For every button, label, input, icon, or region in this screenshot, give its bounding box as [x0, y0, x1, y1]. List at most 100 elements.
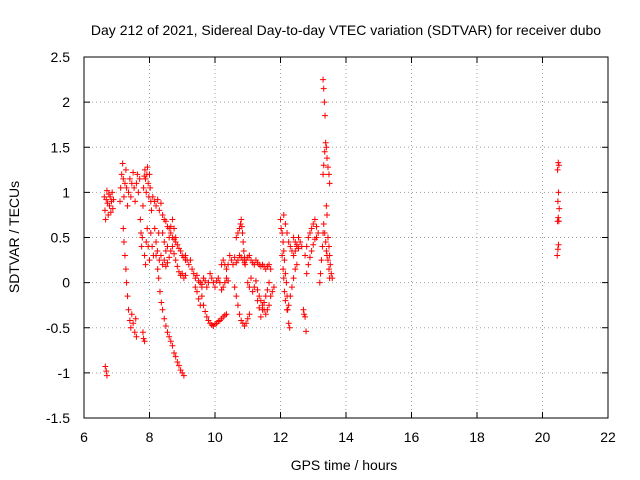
data-point [105, 211, 112, 218]
data-point [321, 229, 328, 236]
data-point [210, 279, 217, 286]
data-point [120, 239, 127, 246]
data-point [155, 275, 162, 282]
data-point [319, 243, 326, 250]
data-point [233, 234, 240, 241]
data-point [290, 252, 297, 259]
data-point [131, 184, 138, 191]
data-point [202, 277, 209, 284]
data-point [192, 284, 199, 291]
data-point [182, 272, 189, 279]
data-point [161, 257, 168, 264]
data-point [142, 175, 149, 182]
data-point [266, 302, 273, 309]
y-tick-label: 1.5 [51, 139, 71, 155]
data-point [278, 225, 285, 232]
data-point [139, 234, 146, 241]
data-point [303, 270, 310, 277]
data-point [324, 164, 331, 171]
data-point [164, 259, 171, 266]
data-point [162, 248, 169, 255]
data-point [324, 257, 331, 264]
data-point [138, 243, 145, 250]
data-point [261, 299, 268, 306]
data-point [174, 359, 181, 366]
data-point [162, 218, 169, 225]
data-points [101, 76, 563, 379]
data-point [320, 220, 327, 227]
data-point [166, 234, 173, 241]
data-point [212, 284, 218, 291]
data-point [107, 193, 114, 200]
data-point [179, 270, 186, 277]
data-point [221, 279, 228, 286]
data-point [303, 243, 310, 250]
data-point [203, 313, 210, 320]
data-point [102, 363, 109, 370]
data-point [177, 248, 184, 255]
data-point [106, 202, 113, 209]
data-point [102, 216, 109, 223]
data-point [306, 254, 313, 261]
data-point [242, 261, 249, 268]
data-point [141, 252, 148, 259]
data-point [166, 333, 173, 340]
data-point [280, 275, 287, 282]
data-point [327, 261, 334, 268]
data-point [280, 239, 287, 246]
data-point [153, 239, 160, 246]
data-point [310, 241, 317, 248]
y-tick-label: 0 [62, 275, 70, 291]
data-point [158, 299, 165, 306]
data-point [240, 248, 247, 255]
data-point [137, 216, 144, 223]
y-tick-label: 0.5 [51, 230, 71, 246]
data-point [103, 372, 110, 379]
data-point [259, 306, 266, 313]
x-tick-label: 16 [404, 429, 420, 445]
data-point [193, 288, 200, 295]
data-point [195, 295, 202, 302]
data-point [285, 239, 292, 246]
data-point [143, 239, 150, 246]
data-point [174, 241, 181, 248]
x-tick-label: 10 [207, 429, 223, 445]
data-point [169, 342, 176, 349]
data-point [240, 239, 247, 246]
data-point [325, 171, 332, 178]
data-point [139, 202, 146, 209]
data-point [320, 171, 327, 178]
data-point [154, 196, 161, 203]
data-point [167, 223, 174, 230]
data-point [220, 257, 227, 264]
data-point [280, 248, 287, 255]
y-tick-label: -1.5 [46, 410, 70, 426]
data-point [162, 263, 169, 270]
data-point [303, 328, 310, 335]
chart-title: Day 212 of 2021, Sidereal Day-to-day VTE… [91, 22, 601, 38]
data-point [166, 254, 173, 261]
data-point [141, 166, 148, 173]
data-point [127, 193, 134, 200]
data-point [244, 315, 251, 322]
data-point [133, 180, 140, 187]
data-point [287, 293, 294, 300]
data-point [157, 200, 164, 207]
data-point [555, 241, 562, 248]
data-point [325, 243, 332, 250]
data-point [556, 205, 563, 212]
data-point [167, 338, 174, 345]
data-point [110, 196, 117, 203]
data-point [239, 229, 246, 236]
data-point [320, 162, 327, 169]
y-tick-label: 2 [62, 94, 70, 110]
data-point [148, 207, 155, 214]
data-point [130, 169, 137, 176]
data-point [284, 306, 291, 313]
data-point [171, 225, 178, 232]
data-point [118, 171, 125, 178]
data-point [132, 198, 139, 205]
data-point [329, 275, 336, 282]
